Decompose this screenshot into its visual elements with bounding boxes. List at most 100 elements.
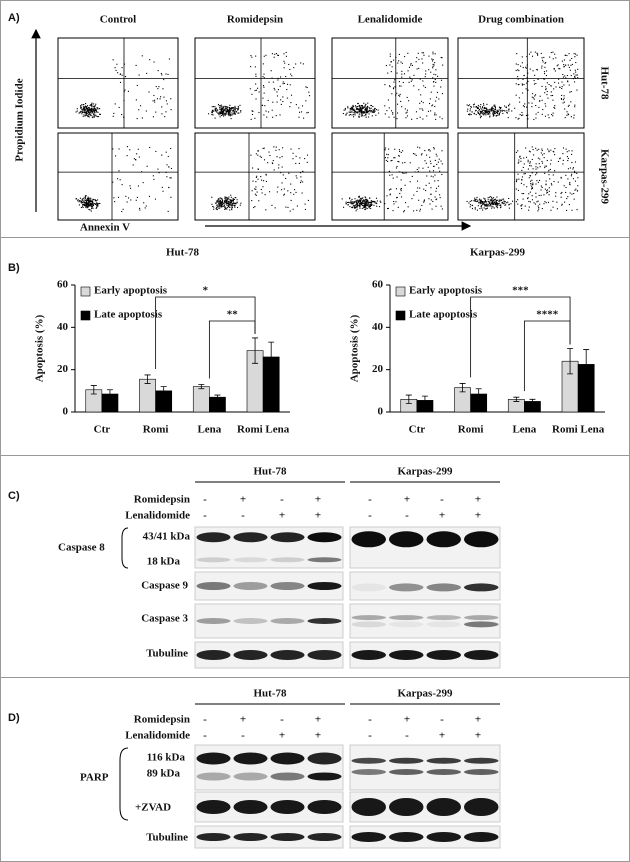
- dot: [366, 109, 368, 111]
- dot: [298, 162, 300, 164]
- dot: [527, 80, 529, 82]
- dot: [295, 63, 297, 65]
- dot: [544, 92, 546, 94]
- dot: [290, 199, 292, 201]
- dot: [351, 108, 353, 110]
- dot: [493, 111, 496, 113]
- y-tick-label: 0: [63, 406, 69, 418]
- dot: [278, 167, 280, 169]
- dot: [398, 60, 400, 62]
- dot: [255, 83, 257, 85]
- dot: [251, 190, 253, 192]
- blot-membrane: [194, 825, 344, 849]
- dot: [216, 111, 218, 113]
- dot: [477, 112, 479, 114]
- dot: [518, 117, 520, 119]
- dot: [504, 110, 506, 112]
- blot: [194, 526, 344, 569]
- dot: [415, 111, 418, 113]
- dot: [532, 70, 534, 72]
- dot: [130, 187, 132, 189]
- dot: [387, 160, 389, 162]
- dot: [77, 199, 79, 201]
- dot: [481, 108, 483, 110]
- dot: [518, 83, 520, 86]
- dot: [99, 113, 101, 115]
- dot: [89, 209, 91, 211]
- dot: [480, 112, 482, 114]
- dot: [549, 168, 551, 171]
- dot: [540, 52, 542, 54]
- dot: [544, 115, 547, 117]
- dot: [517, 78, 519, 80]
- dot: [367, 202, 369, 204]
- band: [196, 650, 231, 660]
- dot: [434, 180, 436, 182]
- dot: [536, 201, 538, 203]
- dot: [521, 62, 523, 64]
- dot: [468, 113, 470, 115]
- dot: [255, 55, 257, 57]
- dot: [91, 105, 93, 107]
- dot: [80, 202, 82, 204]
- dot: [283, 193, 286, 195]
- dot: [494, 111, 496, 113]
- dot: [546, 159, 548, 162]
- dot: [479, 201, 481, 203]
- dot: [545, 180, 547, 182]
- dot: [560, 97, 562, 100]
- dot: [435, 199, 437, 201]
- dot: [415, 154, 417, 156]
- dot: [394, 157, 396, 159]
- dot: [537, 111, 539, 113]
- dot: [411, 64, 413, 67]
- dot: [230, 199, 232, 202]
- dot: [483, 108, 485, 110]
- dot: [367, 111, 369, 113]
- treatment-sign: +: [315, 714, 321, 726]
- dot: [220, 114, 222, 117]
- dot: [433, 148, 435, 150]
- dot: [255, 176, 257, 178]
- dot: [484, 198, 486, 200]
- dot: [423, 201, 425, 203]
- dot: [494, 104, 496, 106]
- dot: [353, 201, 355, 203]
- dot: [557, 82, 560, 84]
- dot: [419, 116, 421, 118]
- dot: [554, 148, 556, 150]
- dot: [435, 74, 437, 76]
- band: [426, 798, 461, 816]
- dot: [263, 92, 265, 94]
- dot: [92, 206, 94, 208]
- dot: [228, 108, 230, 110]
- dot: [499, 112, 501, 114]
- dot: [227, 106, 229, 108]
- dot: [354, 207, 356, 209]
- dot: [350, 200, 352, 202]
- dot: [86, 106, 88, 108]
- dot: [373, 204, 375, 206]
- dot: [527, 197, 529, 199]
- dot: [493, 110, 495, 112]
- dot: [83, 114, 85, 116]
- dot: [391, 93, 393, 95]
- dot: [500, 107, 502, 109]
- dot: [497, 203, 499, 205]
- dot: [359, 206, 361, 208]
- dot: [567, 178, 569, 180]
- dot: [491, 199, 493, 201]
- band: [426, 757, 461, 764]
- chart-title: Hut-78: [166, 247, 200, 259]
- dot: [219, 105, 221, 107]
- blot: [194, 571, 344, 601]
- dot: [157, 168, 159, 170]
- dot: [569, 59, 571, 61]
- dot: [559, 68, 561, 70]
- dot: [211, 106, 213, 108]
- dot: [343, 206, 345, 208]
- dot: [429, 170, 431, 172]
- dot: [170, 196, 172, 198]
- dot: [550, 95, 552, 97]
- dot: [430, 199, 432, 201]
